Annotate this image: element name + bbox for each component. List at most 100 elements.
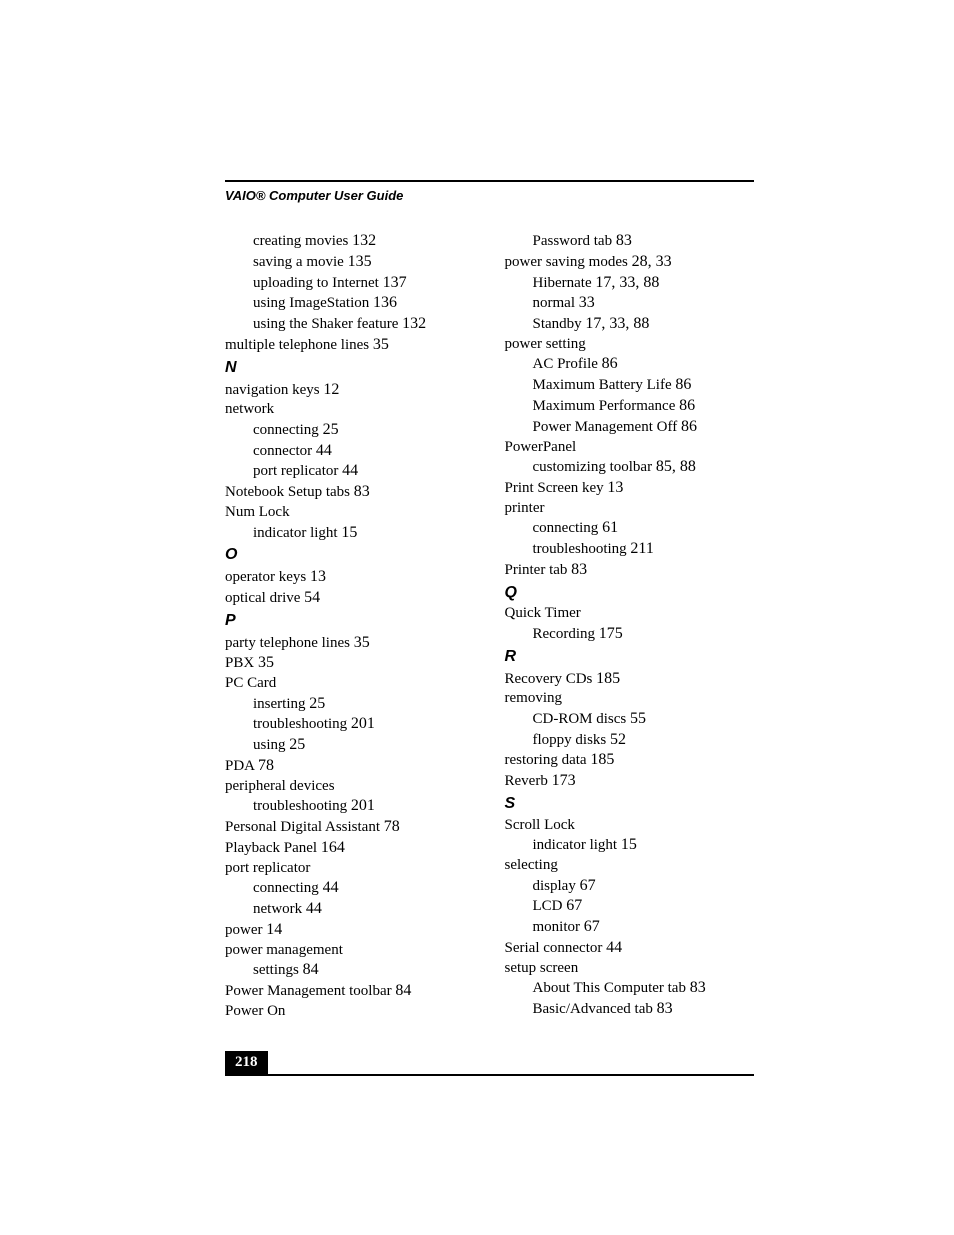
index-entry: network: [225, 400, 475, 420]
index-term: Playback Panel: [225, 840, 317, 856]
index-term: Recording: [533, 626, 595, 642]
index-page-ref[interactable]: 44: [606, 939, 622, 956]
index-page-ref[interactable]: 185: [596, 670, 620, 687]
index-page-ref[interactable]: 14: [266, 921, 282, 938]
index-entry: troubleshooting 211: [505, 539, 755, 560]
index-page-ref[interactable]: 35: [258, 654, 274, 671]
index-term: Print Screen key: [505, 480, 604, 496]
index-entry: floppy disks 52: [505, 730, 755, 751]
index-page-ref[interactable]: 83: [690, 979, 706, 996]
index-entry: Quick Timer: [505, 604, 755, 624]
index-term: peripheral devices: [225, 778, 335, 794]
index-entry: display 67: [505, 876, 755, 897]
index-term: uploading to Internet: [253, 275, 379, 291]
index-page-ref[interactable]: 44: [316, 442, 332, 459]
index-page-ref[interactable]: 85, 88: [656, 458, 696, 475]
index-term: Power Management toolbar: [225, 983, 392, 999]
index-entry: connecting 25: [225, 420, 475, 441]
index-term: normal: [533, 295, 576, 311]
index-term: creating movies: [253, 233, 348, 249]
index-page-ref[interactable]: 136: [373, 294, 397, 311]
index-page-ref[interactable]: 78: [384, 818, 400, 835]
index-page-ref[interactable]: 54: [304, 589, 320, 606]
index-page-ref[interactable]: 35: [354, 634, 370, 651]
index-entry: monitor 67: [505, 917, 755, 938]
index-page-ref[interactable]: 86: [675, 376, 691, 393]
index-term: indicator light: [253, 525, 338, 541]
index-page-ref[interactable]: 132: [352, 232, 376, 249]
index-entry: Power On: [225, 1002, 475, 1022]
index-entry: customizing toolbar 85, 88: [505, 457, 755, 478]
index-term: port replicator: [253, 463, 338, 479]
index-page-ref[interactable]: 185: [590, 751, 614, 768]
index-entry: Reverb 173: [505, 771, 755, 792]
index-page-ref[interactable]: 201: [351, 797, 375, 814]
index-entry: uploading to Internet 137: [225, 273, 475, 294]
index-entry: Playback Panel 164: [225, 838, 475, 859]
index-page-ref[interactable]: 83: [354, 483, 370, 500]
index-page-ref[interactable]: 55: [630, 710, 646, 727]
index-page-ref[interactable]: 84: [303, 961, 319, 978]
index-entry: saving a movie 135: [225, 252, 475, 273]
index-page-ref[interactable]: 83: [657, 1000, 673, 1017]
index-term: connecting: [533, 520, 599, 536]
top-rule: [225, 180, 754, 182]
index-entry: AC Profile 86: [505, 354, 755, 375]
index-page-ref[interactable]: 61: [602, 519, 618, 536]
index-page-ref[interactable]: 13: [607, 479, 623, 496]
index-term: inserting: [253, 696, 306, 712]
index-page-ref[interactable]: 86: [679, 397, 695, 414]
index-page-ref[interactable]: 25: [309, 695, 325, 712]
index-entry: network 44: [225, 899, 475, 920]
page-number-wrap: 218: [225, 1051, 754, 1074]
index-entry: Basic/Advanced tab 83: [505, 999, 755, 1020]
index-page-ref[interactable]: 25: [289, 736, 305, 753]
index-page-ref[interactable]: 17, 33, 88: [595, 274, 659, 291]
index-entry: creating movies 132: [225, 231, 475, 252]
index-page-ref[interactable]: 173: [552, 772, 576, 789]
index-entry: Notebook Setup tabs 83: [225, 482, 475, 503]
index-page-ref[interactable]: 15: [621, 836, 637, 853]
index-page-ref[interactable]: 83: [571, 561, 587, 578]
index-page-ref[interactable]: 67: [584, 918, 600, 935]
index-page-ref[interactable]: 86: [602, 355, 618, 372]
index-term: PC Card: [225, 675, 276, 691]
index-term: Personal Digital Assistant: [225, 819, 380, 835]
index-page-ref[interactable]: 12: [323, 381, 339, 398]
index-page-ref[interactable]: 83: [616, 232, 632, 249]
index-page-ref[interactable]: 211: [630, 540, 653, 557]
index-page-ref[interactable]: 28, 33: [632, 253, 672, 270]
index-page-ref[interactable]: 86: [681, 418, 697, 435]
index-page-ref[interactable]: 17, 33, 88: [585, 315, 649, 332]
index-page-ref[interactable]: 52: [610, 731, 626, 748]
index-page-ref[interactable]: 15: [341, 524, 357, 541]
index-term: PowerPanel: [505, 439, 577, 455]
index-page-ref[interactable]: 201: [351, 715, 375, 732]
index-term: troubleshooting: [533, 541, 627, 557]
index-page-ref[interactable]: 132: [402, 315, 426, 332]
index-entry: using ImageStation 136: [225, 293, 475, 314]
index-page-ref[interactable]: 33: [579, 294, 595, 311]
index-page-ref[interactable]: 13: [310, 568, 326, 585]
index-page-ref[interactable]: 137: [383, 274, 407, 291]
index-page-ref[interactable]: 35: [373, 336, 389, 353]
index-page-ref[interactable]: 44: [323, 879, 339, 896]
index-page-ref[interactable]: 44: [342, 462, 358, 479]
index-page-ref[interactable]: 25: [323, 421, 339, 438]
index-page-ref[interactable]: 164: [321, 839, 345, 856]
index-entry: indicator light 15: [225, 523, 475, 544]
index-page-ref[interactable]: 135: [348, 253, 372, 270]
index-term: operator keys: [225, 569, 306, 585]
index-page-ref[interactable]: 44: [306, 900, 322, 917]
index-page-ref[interactable]: 67: [580, 877, 596, 894]
index-term: connector: [253, 443, 312, 459]
index-page-ref[interactable]: 78: [258, 757, 274, 774]
page-container: VAIO® Computer User Guide creating movie…: [0, 0, 954, 1176]
index-page-ref[interactable]: 84: [395, 982, 411, 999]
index-page-ref[interactable]: 175: [599, 625, 623, 642]
index-page-ref[interactable]: 67: [566, 897, 582, 914]
index-term: printer: [505, 500, 545, 516]
index-term: Notebook Setup tabs: [225, 484, 350, 500]
index-entry: connector 44: [225, 441, 475, 462]
index-entry: power setting: [505, 335, 755, 355]
